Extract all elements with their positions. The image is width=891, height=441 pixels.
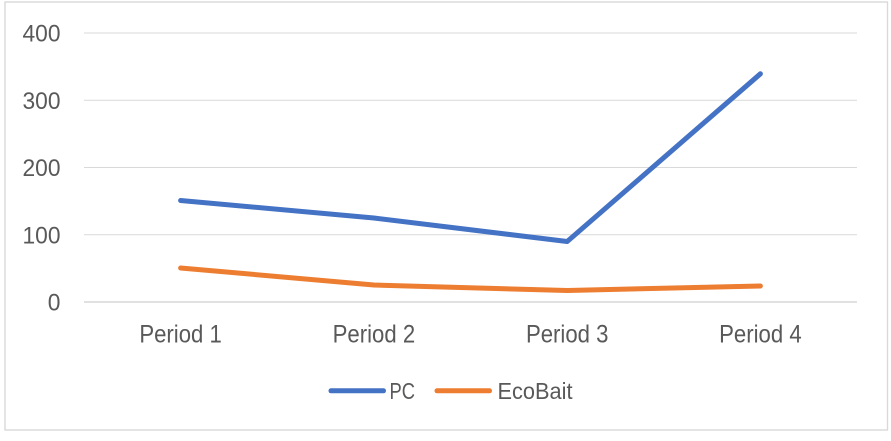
svg-text:Period 4: Period 4 — [719, 321, 802, 349]
svg-text:100: 100 — [23, 223, 61, 250]
svg-text:300: 300 — [23, 88, 61, 115]
svg-text:Period 1: Period 1 — [139, 321, 222, 349]
svg-text:200: 200 — [23, 155, 61, 182]
svg-text:PC: PC — [390, 378, 416, 404]
svg-text:Period 2: Period 2 — [333, 321, 416, 349]
svg-text:400: 400 — [23, 21, 61, 48]
svg-text:EcoBait: EcoBait — [498, 378, 573, 404]
svg-text:Period 3: Period 3 — [526, 321, 609, 349]
svg-text:0: 0 — [48, 290, 61, 317]
